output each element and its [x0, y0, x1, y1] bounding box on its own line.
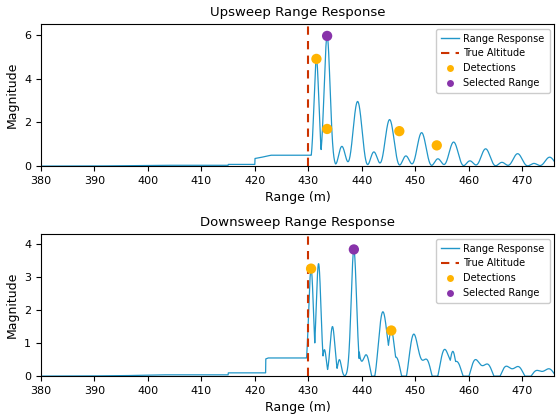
Y-axis label: Magnitude: Magnitude	[6, 62, 18, 128]
Point	[387, 327, 396, 334]
Point	[323, 126, 332, 132]
Title: Upsweep Range Response: Upsweep Range Response	[210, 5, 385, 18]
Point	[312, 55, 321, 62]
X-axis label: Range (m): Range (m)	[265, 402, 330, 415]
Point	[395, 128, 404, 134]
X-axis label: Range (m): Range (m)	[265, 192, 330, 205]
Y-axis label: Magnitude: Magnitude	[6, 272, 18, 338]
Point	[323, 33, 332, 39]
Title: Downsweep Range Response: Downsweep Range Response	[200, 215, 395, 228]
Legend: Range Response, True Altitude, Detections, Selected Range: Range Response, True Altitude, Detection…	[436, 29, 549, 93]
Legend: Range Response, True Altitude, Detections, Selected Range: Range Response, True Altitude, Detection…	[436, 239, 549, 303]
Point	[349, 246, 358, 253]
Point	[432, 142, 441, 149]
Point	[306, 265, 315, 272]
